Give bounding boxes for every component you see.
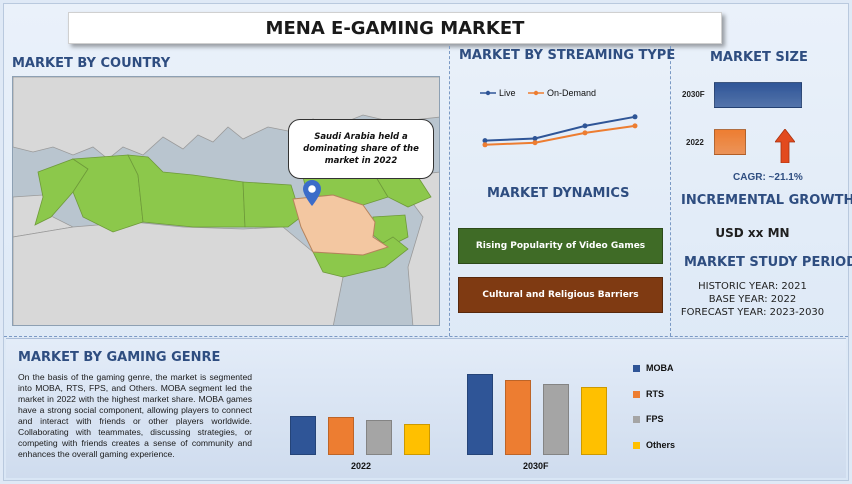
line-point-0-3: [632, 114, 638, 120]
legend-live-marker: [480, 90, 496, 96]
divider-right: [670, 46, 671, 336]
line-series-0: [484, 115, 636, 142]
legend-label-rts: RTS: [646, 389, 664, 399]
map-east-asia: [392, 171, 439, 325]
map-europe: [13, 77, 439, 160]
size-bar-2030: [714, 82, 802, 108]
legend-on-demand: On-Demand: [528, 88, 596, 98]
size-label-2022: 2022: [686, 138, 704, 147]
dynamics-heading: MARKET DYNAMICS: [487, 186, 630, 201]
line-point-1-3: [632, 123, 638, 129]
legend-live-label: Live: [499, 88, 516, 98]
legend-live: Live: [480, 88, 516, 98]
dynamics-driver: Rising Popularity of Video Games: [458, 228, 663, 264]
genre-legend-fps: FPS: [633, 414, 664, 424]
size-label-2030: 2030F: [682, 90, 705, 99]
genre-bar-rts-1: [505, 380, 531, 455]
cagr-text: CAGR: ~21.1%: [733, 172, 803, 183]
period-forecast: FORECAST YEAR: 2023-2030: [680, 307, 825, 318]
streaming-heading: MARKET BY STREAMING TYPE: [459, 48, 676, 63]
line-point-0-2: [582, 123, 588, 129]
size-bar-2022: [714, 129, 746, 155]
map-sub-saharan: [13, 221, 344, 325]
map-saudi-arabia: [292, 194, 390, 256]
genre-bar-moba-1: [467, 374, 493, 455]
genre-bar-chart: [270, 350, 630, 455]
divider-left: [449, 46, 450, 336]
genre-bar-fps-1: [543, 383, 569, 455]
location-pin-icon: [303, 180, 321, 206]
map-tunisia-libya: [127, 154, 246, 228]
genre-bar-fps-0: [366, 420, 392, 455]
line-point-1-0: [482, 142, 488, 148]
legend-swatch-moba: [633, 364, 640, 372]
saudi-callout: Saudi Arabia held a dominating share of …: [288, 119, 434, 179]
legend-swatch-fps: [633, 415, 640, 423]
genre-legend-rts: RTS: [633, 389, 664, 399]
genre-legend-others: Others: [633, 440, 675, 450]
size-heading: MARKET SIZE: [710, 50, 808, 65]
genre-legend-moba: MOBA: [633, 363, 674, 373]
page-title: MENA E-GAMING MARKET: [68, 12, 722, 44]
line-point-1-2: [582, 130, 588, 136]
legend-label-moba: MOBA: [646, 363, 674, 373]
genre-bar-rts-0: [328, 417, 354, 455]
map-svg: [13, 77, 439, 325]
genre-bar-others-1: [581, 386, 607, 455]
genre-bar-others-0: [404, 423, 430, 455]
genre-heading: MARKET BY GAMING GENRE: [18, 350, 221, 365]
growth-heading: INCREMENTAL GROWTH: [681, 193, 852, 208]
map-egypt: [242, 181, 302, 228]
line-point-0-1: [532, 136, 538, 141]
growth-value: USD xx MN: [715, 226, 790, 240]
streaming-line-chart: [482, 114, 638, 148]
legend-on-demand-label: On-Demand: [547, 88, 597, 98]
legend-label-fps: FPS: [646, 414, 664, 424]
divider-horizontal: [4, 336, 848, 337]
period-heading: MARKET STUDY PERIOD: [684, 255, 852, 270]
legend-swatch-rts: [633, 390, 640, 398]
legend-on-demand-marker: [528, 90, 544, 96]
legend-label-others: Others: [646, 440, 676, 450]
line-series-1: [484, 124, 636, 146]
country-heading: MARKET BY COUNTRY: [12, 56, 171, 71]
genre-bar-moba-0: [290, 416, 316, 455]
line-point-0-0: [482, 138, 488, 144]
mena-map: [12, 76, 440, 326]
period-historic: HISTORIC YEAR: 2021: [698, 281, 807, 292]
genre-paragraph: On the basis of the gaming genre, the ma…: [18, 372, 252, 459]
legend-swatch-others: [633, 441, 640, 449]
period-base: BASE YEAR: 2022: [708, 294, 797, 305]
up-arrow-icon: [775, 129, 795, 163]
dynamics-restraint: Cultural and Religious Barriers: [458, 277, 663, 313]
genre-x-label-2022: 2022: [351, 461, 372, 471]
line-point-1-1: [532, 140, 538, 146]
genre-x-label-2030: 2030F: [523, 461, 549, 471]
